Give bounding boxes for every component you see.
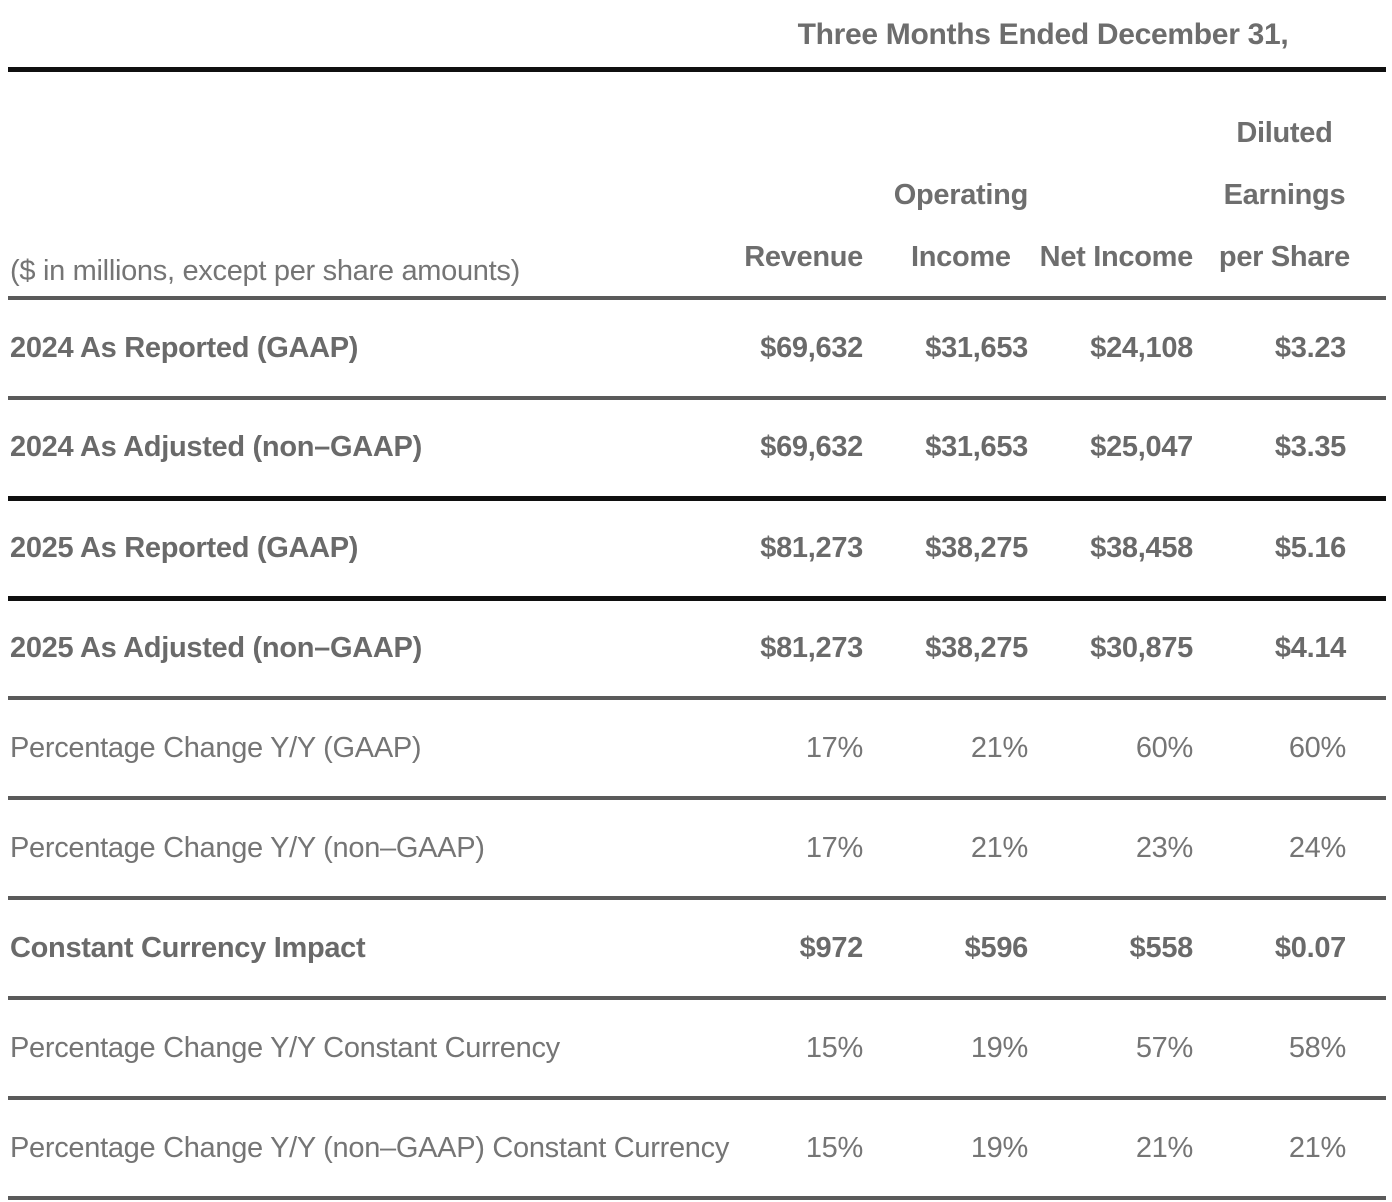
table-row-pct-change-gaap: Percentage Change Y/Y (GAAP) 17% 21% 60%… (8, 698, 1386, 800)
period-header: Three Months Ended December 31, (797, 18, 1289, 51)
column-header-label: per Share (1218, 241, 1350, 273)
table-row-2024-adjusted-non-gaap: 2024 As Adjusted (non–GAAP) $69,632 $31,… (8, 398, 1386, 501)
value-operating-income: $596 (863, 898, 1028, 1000)
column-header-operating-income: Operating Income (863, 72, 1029, 300)
units-note: ($ in millions, except per share amounts… (8, 72, 698, 300)
row-label: 2024 As Reported (GAAP) (8, 298, 698, 400)
value-revenue: 15% (698, 1098, 863, 1200)
column-header-row: ($ in millions, except per share amounts… (8, 72, 1386, 300)
value-net-income: $38,458 (1028, 498, 1193, 601)
value-operating-income: $31,653 (863, 398, 1028, 501)
column-header-label: Revenue (744, 241, 863, 273)
value-operating-income: $38,275 (863, 498, 1028, 601)
value-operating-income: 21% (863, 698, 1028, 800)
table-row-2025-adjusted-non-gaap: 2025 As Adjusted (non–GAAP) $81,273 $38,… (8, 598, 1386, 700)
column-header-label: Diluted (1236, 117, 1333, 149)
value-operating-income: 19% (863, 1098, 1028, 1200)
value-net-income: 60% (1028, 698, 1193, 800)
row-label: 2024 As Adjusted (non–GAAP) (8, 398, 698, 501)
table-row-2025-reported-gaap: 2025 As Reported (GAAP) $81,273 $38,275 … (8, 498, 1386, 601)
table-row-constant-currency-impact: Constant Currency Impact $972 $596 $558 … (8, 898, 1386, 1000)
value-revenue: $69,632 (698, 398, 863, 501)
value-operating-income: $38,275 (863, 598, 1028, 700)
value-revenue: $972 (698, 898, 863, 1000)
value-diluted-eps: $3.35 (1193, 398, 1386, 501)
row-label: Constant Currency Impact (8, 898, 698, 1000)
value-net-income: $558 (1028, 898, 1193, 1000)
value-operating-income: $31,653 (863, 298, 1028, 400)
value-diluted-eps: $0.07 (1193, 898, 1386, 1000)
value-revenue: $81,273 (698, 498, 863, 601)
row-label: Percentage Change Y/Y (non–GAAP) (8, 798, 698, 900)
row-label: Percentage Change Y/Y Constant Currency (8, 998, 698, 1100)
value-diluted-eps: $5.16 (1193, 498, 1386, 601)
financial-table: ($ in millions, except per share amounts… (8, 72, 1386, 1200)
value-diluted-eps: 21% (1193, 1098, 1386, 1200)
table-row-2024-reported-gaap: 2024 As Reported (GAAP) $69,632 $31,653 … (8, 298, 1386, 400)
column-header-diluted-eps: Diluted Earnings per Share (1193, 72, 1386, 300)
value-net-income: $24,108 (1028, 298, 1193, 400)
period-header-row: Three Months Ended December 31, (8, 0, 1386, 72)
value-operating-income: 21% (863, 798, 1028, 900)
column-header-label: Income (911, 241, 1011, 273)
value-operating-income: 19% (863, 998, 1028, 1100)
value-revenue: $69,632 (698, 298, 863, 400)
row-label: 2025 As Reported (GAAP) (8, 498, 698, 601)
table-row-pct-change-non-gaap-constant-currency: Percentage Change Y/Y (non–GAAP) Constan… (8, 1098, 1386, 1200)
value-diluted-eps: 58% (1193, 998, 1386, 1100)
value-revenue: 15% (698, 998, 863, 1100)
value-net-income: 23% (1028, 798, 1193, 900)
value-revenue: $81,273 (698, 598, 863, 700)
row-label: Percentage Change Y/Y (GAAP) (8, 698, 698, 800)
value-revenue: 17% (698, 698, 863, 800)
value-net-income: 21% (1028, 1098, 1193, 1200)
value-diluted-eps: $3.23 (1193, 298, 1386, 400)
column-header-label: Earnings (1223, 179, 1346, 211)
value-net-income: 57% (1028, 998, 1193, 1100)
value-diluted-eps: $4.14 (1193, 598, 1386, 700)
column-header-revenue: Revenue (698, 72, 863, 300)
value-revenue: 17% (698, 798, 863, 900)
value-net-income: $30,875 (1028, 598, 1193, 700)
value-diluted-eps: 24% (1193, 798, 1386, 900)
table-row-pct-change-non-gaap: Percentage Change Y/Y (non–GAAP) 17% 21%… (8, 798, 1386, 900)
column-header-label: Net Income (1039, 241, 1194, 273)
value-net-income: $25,047 (1028, 398, 1193, 501)
value-diluted-eps: 60% (1193, 698, 1386, 800)
column-header-net-income: Net Income (1028, 72, 1194, 300)
column-header-label: Operating (893, 179, 1029, 211)
row-label: 2025 As Adjusted (non–GAAP) (8, 598, 698, 700)
row-label: Percentage Change Y/Y (non–GAAP) Constan… (8, 1098, 729, 1200)
table-row-pct-change-constant-currency: Percentage Change Y/Y Constant Currency … (8, 998, 1386, 1100)
